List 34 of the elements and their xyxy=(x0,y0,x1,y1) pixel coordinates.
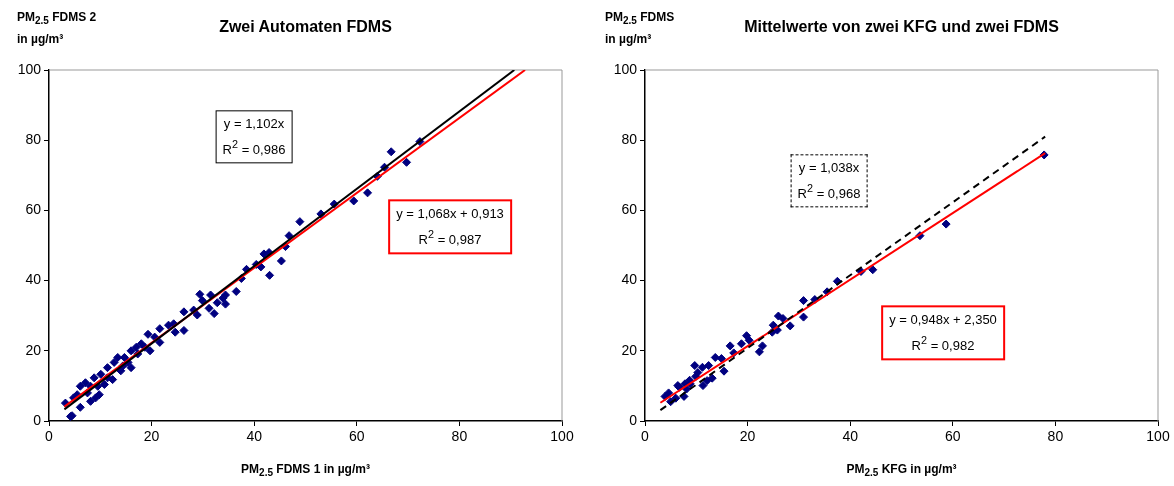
y-tick-label: 20 xyxy=(25,341,42,358)
x-tick-label: 0 xyxy=(641,428,650,445)
x-tick-label: 60 xyxy=(349,428,365,445)
y-tick-label: 80 xyxy=(25,131,42,148)
annotation: y = 1,038x R$^{2}$ = 0,968 xyxy=(790,154,868,208)
y-tick-label: 60 xyxy=(25,201,42,218)
x-axis-title: PM$_{2.5}$ FDMS 1 in µg/m³ xyxy=(240,462,371,479)
x-tick-label: 60 xyxy=(945,428,961,445)
y-tick-label: 80 xyxy=(621,131,638,148)
x-tick-label: 100 xyxy=(1146,428,1170,445)
y-tick-label: 40 xyxy=(25,271,42,288)
chart-title: Mittelwerte von zwei KFG und zwei FDMS xyxy=(744,18,1059,35)
y-tick-label: 0 xyxy=(629,411,638,428)
x-tick-label: 80 xyxy=(1047,428,1064,445)
y-tick-label: 100 xyxy=(17,60,42,77)
x-tick-label: 80 xyxy=(451,428,468,445)
x-tick-label: 40 xyxy=(842,428,859,445)
x-axis-title: PM$_{2.5}$ KFG in µg/m³ xyxy=(845,462,958,479)
y-tick-label: 100 xyxy=(613,60,638,77)
y-tick-label: 20 xyxy=(621,341,638,358)
x-tick-label: 0 xyxy=(45,428,54,445)
annotation: y = 0,948x + 2,350 R$^{2}$ = 0,982 xyxy=(881,305,1005,361)
y-tick-label: 60 xyxy=(621,201,638,218)
x-tick-label: 20 xyxy=(739,428,756,445)
x-tick-label: 100 xyxy=(550,428,574,445)
y-axis-title: PM$_{2.5}$ FDMS 2 in µg/m³ xyxy=(17,9,98,49)
x-tick-label: 40 xyxy=(246,428,263,445)
x-tick-label: 20 xyxy=(143,428,160,445)
y-tick-label: 40 xyxy=(621,271,638,288)
annotation: y = 1,068x + 0,913 R$^{2}$ = 0,987 xyxy=(388,199,512,255)
chart-title: Zwei Automaten FDMS xyxy=(219,18,392,35)
y-tick-label: 0 xyxy=(33,411,42,428)
annotation: y = 1,102x R$^{2}$ = 0,986 xyxy=(215,110,293,164)
y-axis-title: PM$_{2.5}$ FDMS in µg/m³ xyxy=(605,9,676,49)
